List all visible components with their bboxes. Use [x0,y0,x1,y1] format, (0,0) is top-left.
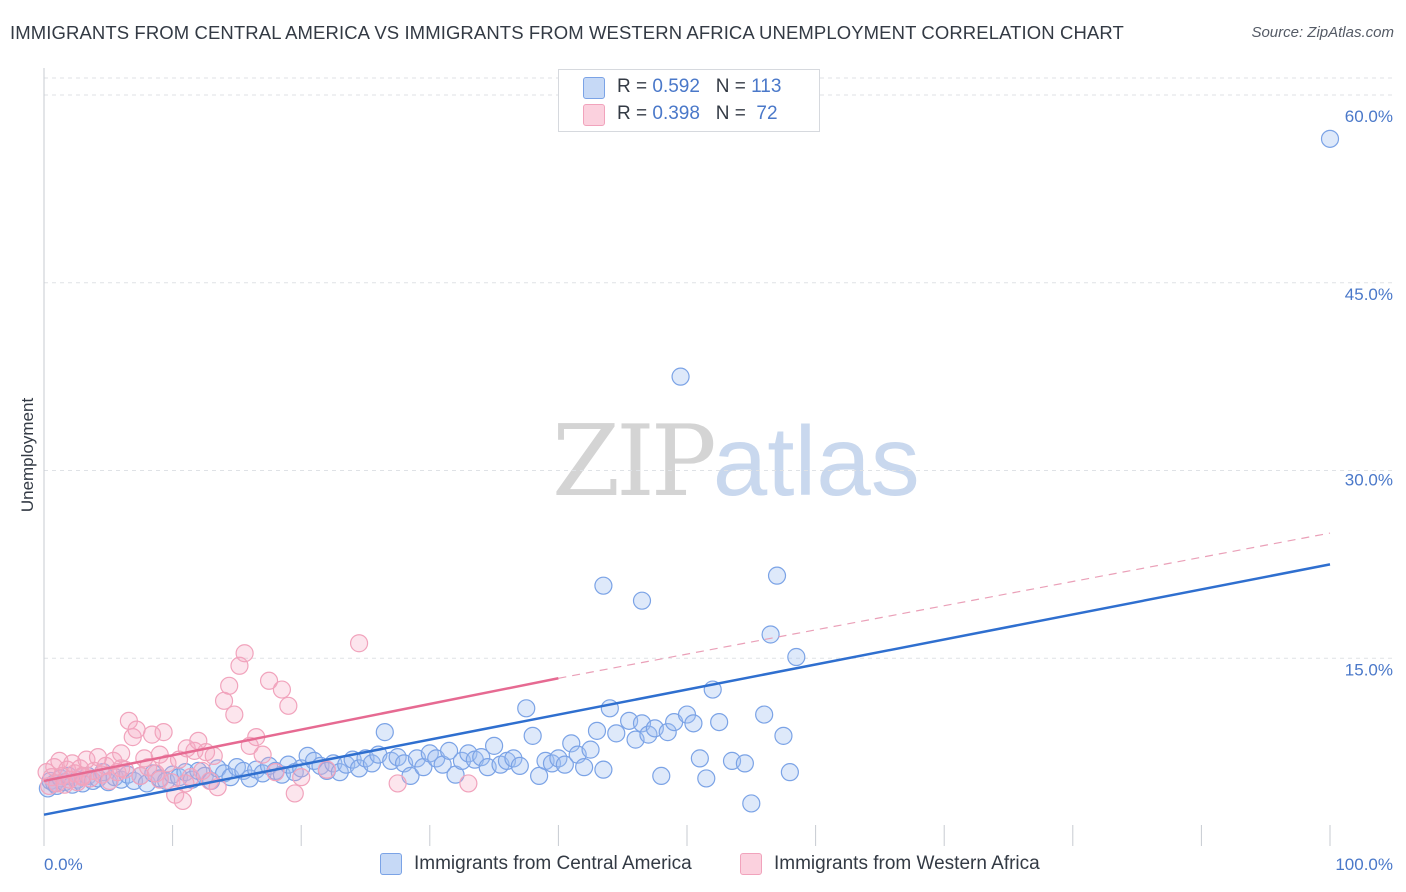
point-western-africa-36 [158,754,177,773]
point-central-america-110 [735,754,754,773]
point-western-africa-68 [150,770,169,789]
point-central-america-105 [690,749,709,768]
point-central-america-120 [1320,129,1340,148]
x-tick-label-max: 100.0% [1335,855,1393,874]
point-western-africa-58 [259,671,279,690]
point-central-america-118 [594,576,613,595]
point-western-africa-51 [220,676,239,695]
legend-text-western-africa: R = 0.398 N = 72 [617,103,778,124]
watermark-atlas: atlas [712,406,920,516]
y-tick-label-30: 30.0% [1345,471,1393,490]
point-central-america-93 [607,724,626,743]
point-western-africa-65 [349,634,369,653]
correlation-legend: R = 0.592 N = 113 R = 0.398 N = 72 [558,69,820,132]
point-central-america-78 [510,756,529,775]
point-western-africa-60 [272,680,292,699]
point-western-africa-66 [388,774,407,793]
point-western-africa-62 [285,784,304,803]
point-central-america-90 [587,721,607,740]
point-central-america-69 [452,751,472,770]
point-western-africa-57 [253,745,272,764]
point-central-america-74 [485,736,504,755]
point-central-america-108 [710,712,729,732]
point-central-america-114 [787,647,806,667]
point-western-africa-40 [173,791,192,811]
point-western-africa-59 [266,763,285,782]
point-western-africa-63 [292,768,311,787]
chart-source: Source: ZipAtlas.com [1251,24,1394,41]
point-central-america-57 [375,723,394,742]
point-western-africa-67 [459,774,478,793]
point-western-africa-35 [154,723,173,742]
point-central-america-88 [575,758,594,777]
point-central-america-102 [671,367,690,386]
legend-swatch-blue [583,77,605,99]
point-central-america-117 [767,566,787,585]
chart-title: IMMIGRANTS FROM CENTRAL AMERICA VS IMMIG… [10,22,1124,43]
point-central-america-104 [684,714,703,733]
point-central-america-86 [562,734,581,753]
point-central-america-119 [632,591,652,610]
bottom-legend-swatch-pink [740,853,762,875]
point-western-africa-61 [279,696,298,715]
point-central-america-72 [472,748,491,767]
bottom-legend-swatch-blue [380,853,402,875]
x-tick-label-min: 0.0% [44,855,83,874]
bottom-legend-label-central-america: Immigrants from Central America [414,853,692,874]
point-western-africa-54 [235,644,254,663]
point-western-africa-64 [317,760,337,779]
watermark: ZIPatlas [552,405,920,519]
point-central-america-100 [658,723,677,742]
point-central-america-112 [755,705,774,724]
point-central-america-106 [697,769,716,788]
y-tick-label-60: 60.0% [1345,107,1393,126]
trend-line-western-africa-extension [558,532,1331,679]
bottom-legend-label-western-africa: Immigrants from Western Africa [774,853,1040,874]
trend-line-central-america [43,563,1331,816]
point-central-america-111 [742,794,761,813]
legend-swatch-pink [583,104,605,126]
point-central-america-67 [439,741,459,760]
point-central-america-89 [581,740,600,759]
point-central-america-116 [761,625,780,644]
point-western-africa-45 [193,761,212,781]
point-central-america-81 [530,766,549,786]
point-central-america-80 [523,726,542,745]
point-western-africa-71 [73,766,92,786]
point-central-america-85 [555,755,574,774]
legend-text-central-america: R = 0.592 N = 113 [617,76,782,97]
point-central-america-99 [652,766,671,786]
y-tick-label-15: 15.0% [1345,660,1393,679]
point-western-africa-32 [142,725,162,744]
watermark-zip: ZIP [552,405,717,519]
point-western-africa-48 [204,746,223,765]
y-tick-label-45: 45.0% [1345,285,1393,304]
point-central-america-113 [774,726,793,745]
point-western-africa-70 [112,759,131,778]
point-western-africa-28 [127,720,146,739]
trend-line-western-africa [43,677,559,783]
point-central-america-79 [517,699,536,718]
point-central-america-91 [594,760,613,779]
point-western-africa-52 [225,705,244,724]
point-central-america-115 [780,763,799,782]
point-central-america-77 [504,749,523,768]
